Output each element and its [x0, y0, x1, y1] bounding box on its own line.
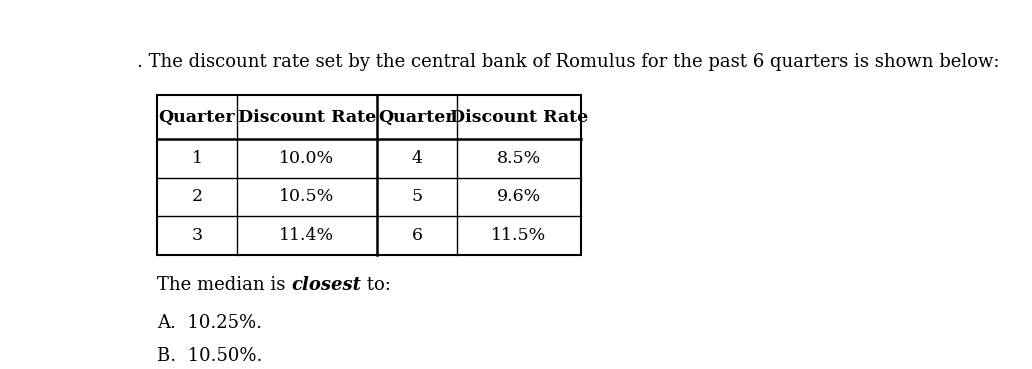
Text: 10.5%: 10.5% [280, 189, 334, 206]
Text: . The discount rate set by the central bank of Romulus for the past 6 quarters i: . The discount rate set by the central b… [137, 53, 1000, 71]
Text: 8.5%: 8.5% [496, 150, 541, 167]
Text: 11.5%: 11.5% [491, 227, 547, 244]
Text: A.  10.25%.: A. 10.25%. [157, 314, 262, 332]
Text: 4: 4 [412, 150, 422, 167]
Text: B.  10.50%.: B. 10.50%. [157, 347, 262, 365]
Text: 6: 6 [412, 227, 422, 244]
Text: Quarter: Quarter [159, 109, 235, 126]
Text: The median is: The median is [157, 276, 291, 294]
Text: 3: 3 [191, 227, 202, 244]
Text: 10.0%: 10.0% [280, 150, 334, 167]
Bar [157, 96, 581, 255]
Text: Discount Rate: Discount Rate [237, 109, 376, 126]
Text: Discount Rate: Discount Rate [450, 109, 588, 126]
Text: 11.4%: 11.4% [280, 227, 334, 244]
Text: Quarter: Quarter [379, 109, 455, 126]
Text: 5: 5 [412, 189, 422, 206]
Text: 2: 2 [191, 189, 202, 206]
Text: closest: closest [291, 276, 361, 294]
Text: to:: to: [361, 276, 391, 294]
Text: 9.6%: 9.6% [496, 189, 541, 206]
Text: 1: 1 [192, 150, 202, 167]
